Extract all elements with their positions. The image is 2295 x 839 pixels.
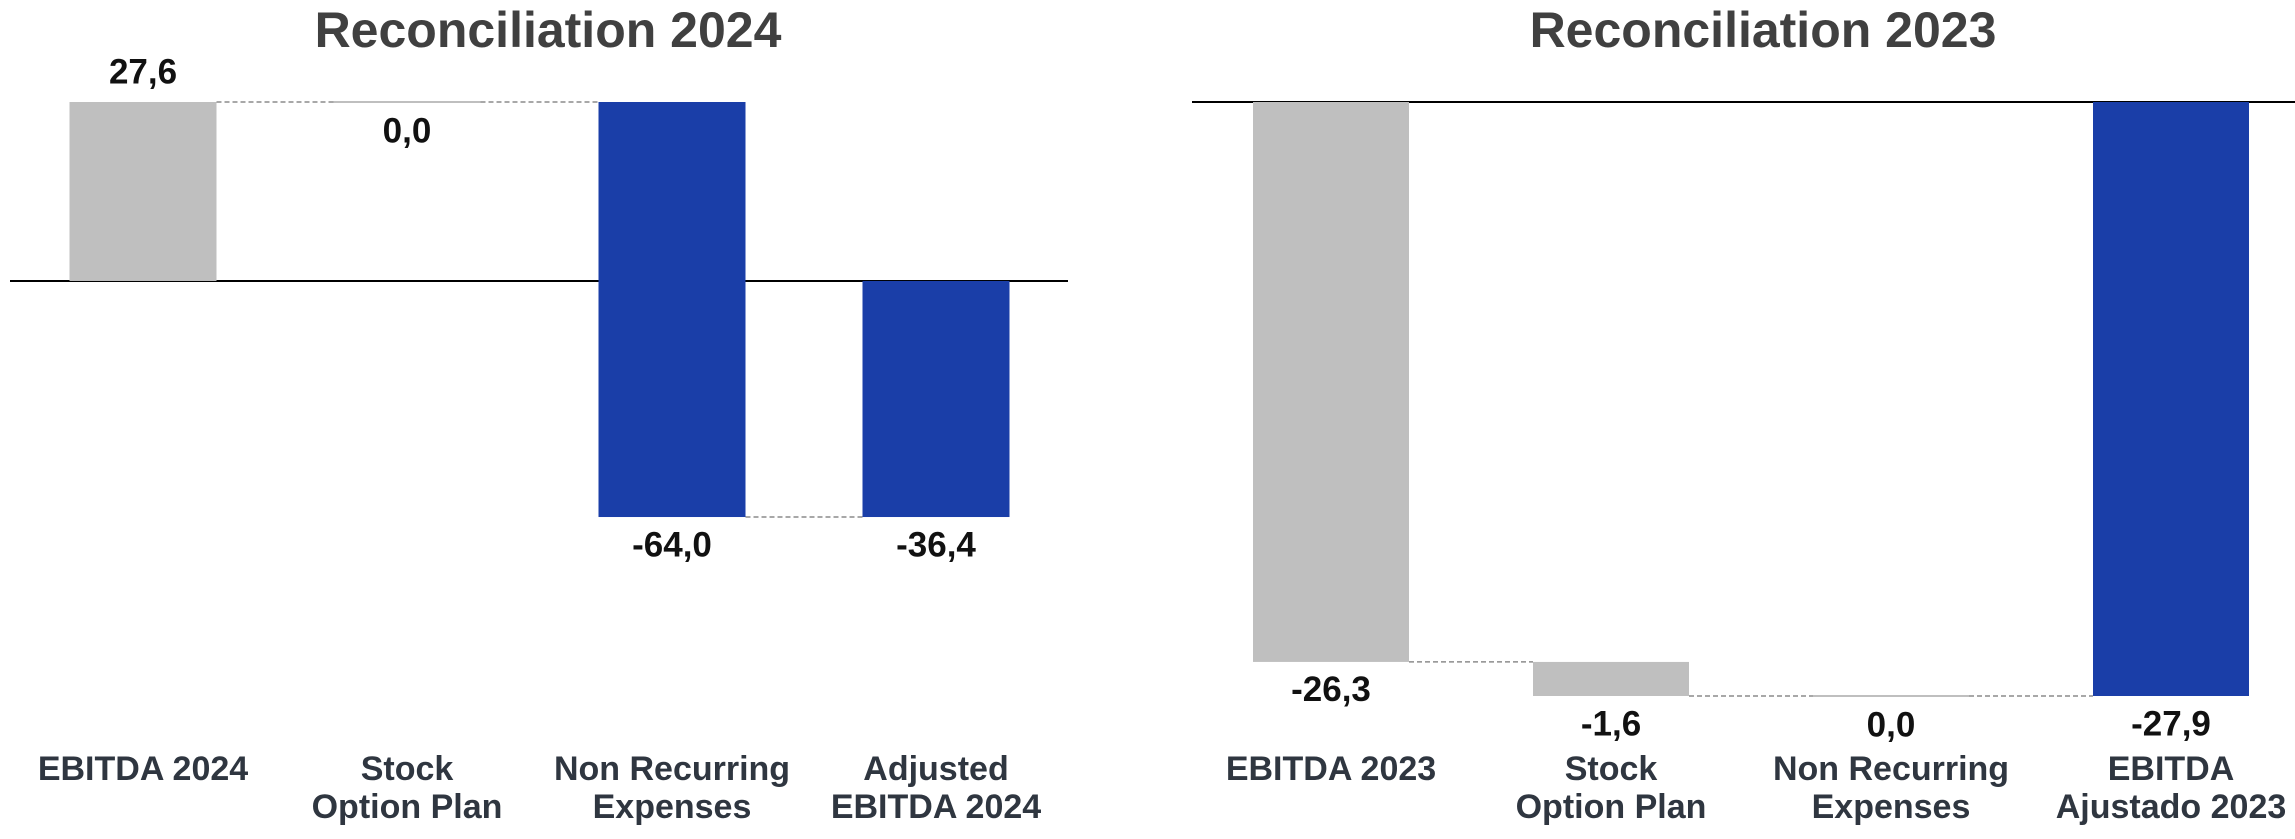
chart-2-value-label-2: -1,6 [1581,704,1641,743]
chart-1-category-label-3: Non Recurring Expenses [554,750,790,826]
chart-2-bar-4 [2093,102,2249,696]
chart-1-value-label-4: -36,4 [896,525,976,564]
chart-2-value-label-3: 0,0 [1867,705,1916,744]
chart-1-category-line-3-1: Non Recurring [554,750,790,788]
chart-1-title: Reconciliation 2024 [315,2,782,58]
chart-2-category-line-4-2: Ajustado 2023 [2056,788,2287,826]
chart-2-category-line-3-1: Non Recurring [1773,750,2009,788]
chart-1-category-line-4-2: EBITDA 2024 [831,788,1041,826]
chart-1-bar-3 [599,102,746,517]
chart-1-value-label-2: 0,0 [383,111,432,150]
chart-2-category-line-2-2: Option Plan [1516,788,1707,826]
chart-2-value-label-4: -27,9 [2131,704,2211,743]
chart-1-category-line-2-2: Option Plan [312,788,503,826]
chart-2-category-label-3: Non Recurring Expenses [1773,750,2009,826]
chart-1-bar-4 [863,281,1010,517]
chart-2-category-label-4: EBITDA Ajustado 2023 [2056,750,2287,826]
chart-1-bar-2 [334,101,481,103]
chart-1-category-line-4-1: Adjusted [863,750,1008,788]
chart-1-category-line-3-2: Expenses [593,788,752,826]
chart-2-category-line-3-2: Expenses [1812,788,1971,826]
chart-2-category-line-4-1: EBITDA [2108,750,2235,788]
chart-2-category-label-2: Stock Option Plan [1516,750,1707,826]
chart-1-value-label-1: 27,6 [109,52,177,91]
chart-1-category-label-2: Stock Option Plan [312,750,503,826]
chart-1-category-line-1-1: EBITDA 2024 [38,750,248,788]
chart-1-bar-1 [70,102,217,281]
chart-2-category-line-1-1: EBITDA 2023 [1226,750,1436,788]
chart-1-category-label-4: Adjusted EBITDA 2024 [831,750,1041,826]
chart-1-category-label-1: EBITDA 2024 [38,750,248,788]
chart-2-title: Reconciliation 2023 [1530,2,1997,58]
chart-2-bar-3 [1813,695,1969,697]
chart-2-bar-2 [1533,662,1689,696]
chart-1-category-line-2-1: Stock [361,750,454,788]
chart-2-category-line-2-1: Stock [1565,750,1658,788]
chart-2-value-label-1: -26,3 [1291,670,1371,709]
chart-2-bar-1 [1253,102,1409,662]
chart-2-category-label-1: EBITDA 2023 [1226,750,1436,788]
chart-1-value-label-3: -64,0 [632,525,712,564]
